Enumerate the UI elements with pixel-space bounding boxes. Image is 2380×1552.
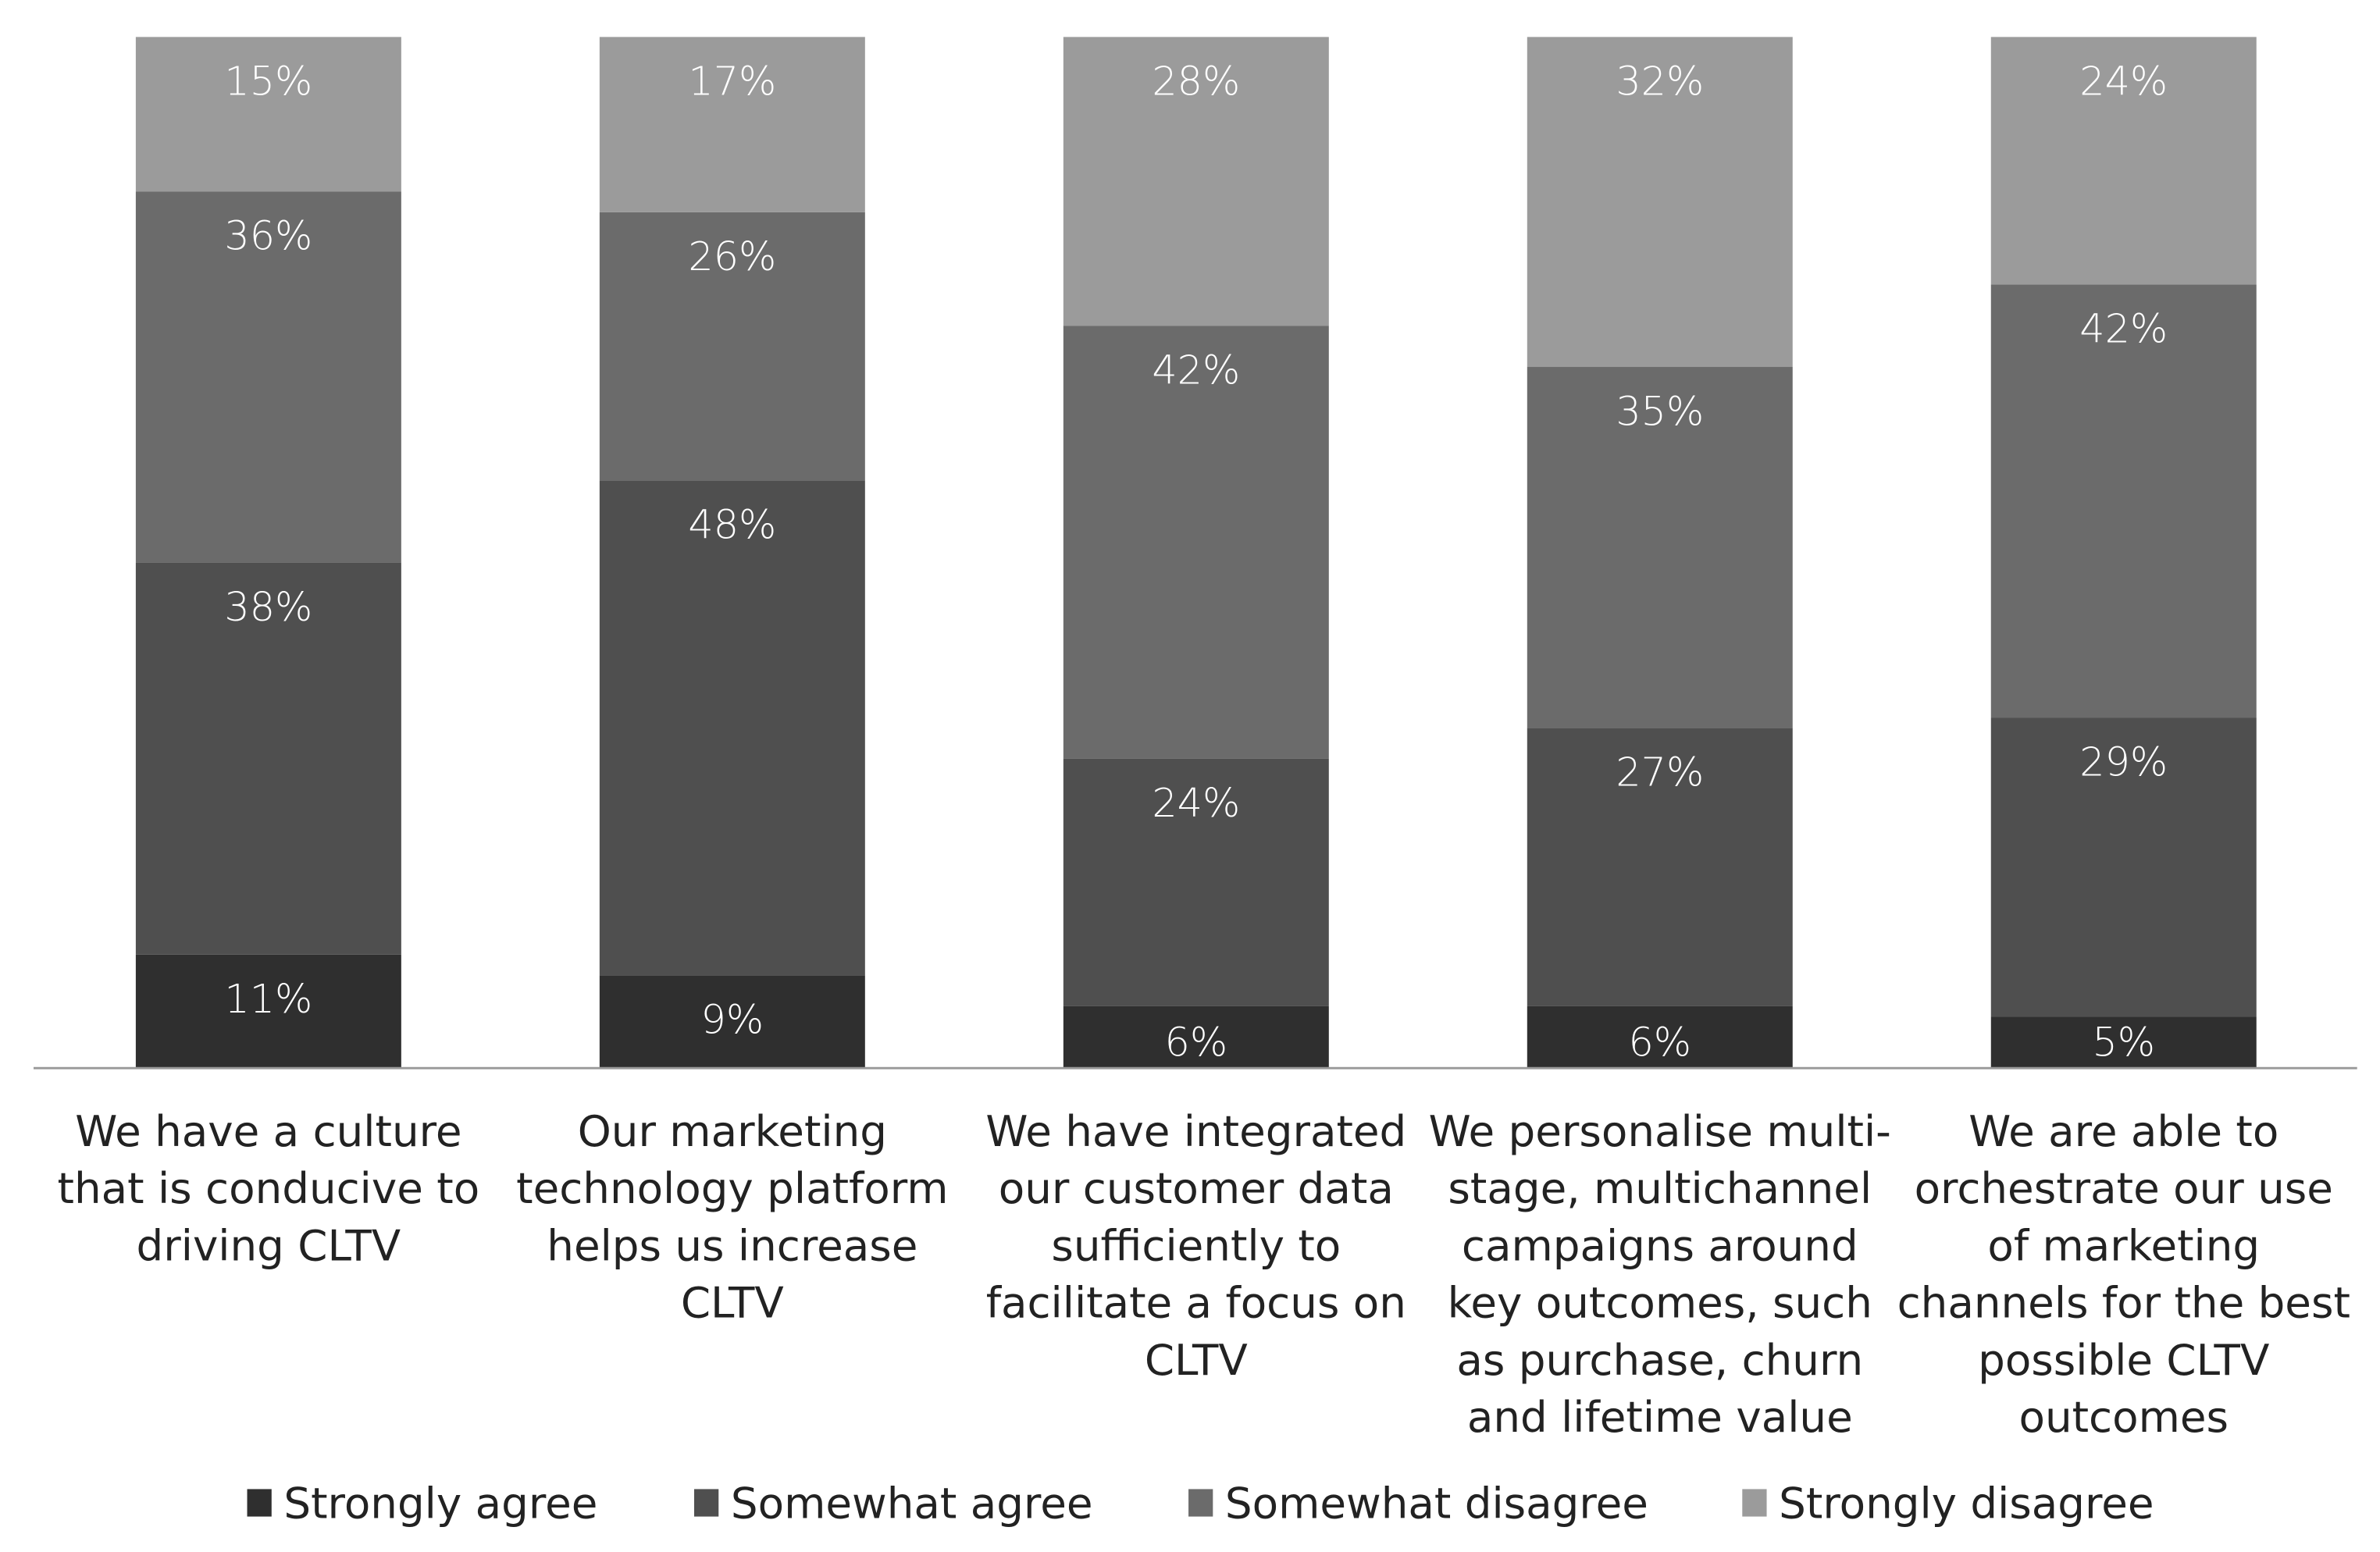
- category-label: orchestrate our use: [1915, 1163, 2333, 1213]
- category-label: and lifetime value: [1467, 1392, 1853, 1442]
- legend-item: Somewhat agree: [694, 1479, 1093, 1529]
- bar-segment: [1990, 284, 2257, 718]
- data-label: 26%: [688, 233, 776, 279]
- legend-label: Strongly agree: [283, 1479, 597, 1529]
- data-label: 6%: [1628, 1020, 1691, 1066]
- bars: 11% 38% 36% 15% 9% 48% 26% 17% 6% 24% 42% 28% 6% 27% 3…: [135, 37, 2257, 1069]
- category-label: We are able to: [1968, 1106, 2278, 1156]
- bar-segment: [599, 37, 865, 212]
- data-label: 28%: [1152, 59, 1240, 105]
- data-label: 17%: [688, 59, 776, 105]
- category-label: facilitate a focus on: [986, 1278, 1406, 1328]
- category-label: We have a culture: [75, 1106, 461, 1156]
- category-label: that is conducive to: [58, 1163, 480, 1213]
- category-label: channels for the best: [1897, 1278, 2350, 1328]
- bar-segment: [1527, 728, 1793, 1006]
- legend-item: Strongly disagree: [1742, 1479, 2154, 1529]
- category-label: sufficiently to: [1051, 1220, 1341, 1270]
- bar-segment: [1990, 1016, 2257, 1069]
- category-label: CLTV: [681, 1278, 784, 1328]
- bar-segment: [1990, 37, 2257, 285]
- legend: Strongly agree Somewhat agree Somewhat dis…: [247, 1479, 2154, 1529]
- legend-label: Somewhat disagree: [1225, 1479, 1648, 1529]
- category-label: We personalise multi-: [1429, 1106, 1891, 1156]
- bar-segment: [1990, 717, 2257, 1017]
- data-label: 42%: [1152, 347, 1240, 393]
- category-label: outcomes: [2019, 1392, 2229, 1442]
- data-label: 48%: [688, 502, 776, 548]
- category-label: our customer data: [999, 1163, 1394, 1213]
- bar-segment: [135, 954, 401, 1069]
- bar-segment: [1527, 37, 1793, 368]
- data-label: 32%: [1616, 59, 1704, 105]
- data-label: 11%: [224, 976, 312, 1022]
- data-label: 38%: [224, 584, 312, 630]
- data-label: 5%: [2092, 1020, 2155, 1066]
- legend-swatch: [1188, 1489, 1213, 1517]
- data-label: 15%: [224, 59, 312, 105]
- bar-segment: [1527, 1006, 1793, 1069]
- category-label: stage, multichannel: [1448, 1163, 1872, 1213]
- bar-segment: [599, 975, 865, 1069]
- legend-swatch: [247, 1489, 272, 1517]
- category-label: technology platform: [516, 1163, 948, 1213]
- bar-segment: [135, 562, 401, 955]
- bar-segment: [1063, 326, 1329, 759]
- data-label: 9%: [701, 997, 764, 1043]
- data-label: 24%: [2079, 59, 2168, 105]
- category-label: driving CLTV: [137, 1220, 401, 1270]
- bar-segment: [599, 480, 865, 976]
- category-label: Our marketing: [578, 1106, 887, 1156]
- category-labels: We have a culture that is conducive to dri…: [58, 1106, 2350, 1442]
- legend-item: Strongly agree: [247, 1479, 597, 1529]
- bar-segment: [1063, 37, 1329, 326]
- data-label: 6%: [1165, 1020, 1228, 1066]
- legend-swatch: [1742, 1489, 1767, 1517]
- category-label: campaigns around: [1462, 1220, 1858, 1270]
- legend-label: Strongly disagree: [1779, 1479, 2154, 1529]
- bar-segment: [1527, 367, 1793, 728]
- data-label: 36%: [224, 213, 312, 259]
- data-label: 35%: [1616, 388, 1704, 434]
- data-label: 27%: [1616, 749, 1704, 796]
- data-label: 42%: [2079, 306, 2168, 352]
- category-label: CLTV: [1145, 1335, 1248, 1385]
- bar-segment: [1063, 758, 1329, 1006]
- bar-segment: [135, 37, 401, 192]
- bar-segment: [1063, 1006, 1329, 1069]
- category-label: possible CLTV: [1978, 1335, 2269, 1385]
- category-label: as purchase, churn: [1456, 1335, 1863, 1385]
- category-label: We have integrated: [985, 1106, 1406, 1156]
- bar-segment: [599, 212, 865, 481]
- category-label: helps us increase: [547, 1220, 917, 1270]
- legend-item: Somewhat disagree: [1188, 1479, 1648, 1529]
- data-label: 24%: [1152, 780, 1240, 826]
- legend-swatch: [694, 1489, 719, 1517]
- legend-label: Somewhat agree: [731, 1479, 1093, 1529]
- data-label: 29%: [2079, 739, 2168, 785]
- category-label: key outcomes, such: [1448, 1278, 1872, 1328]
- bar-segment: [135, 191, 401, 563]
- category-label: of marketing: [1987, 1220, 2260, 1270]
